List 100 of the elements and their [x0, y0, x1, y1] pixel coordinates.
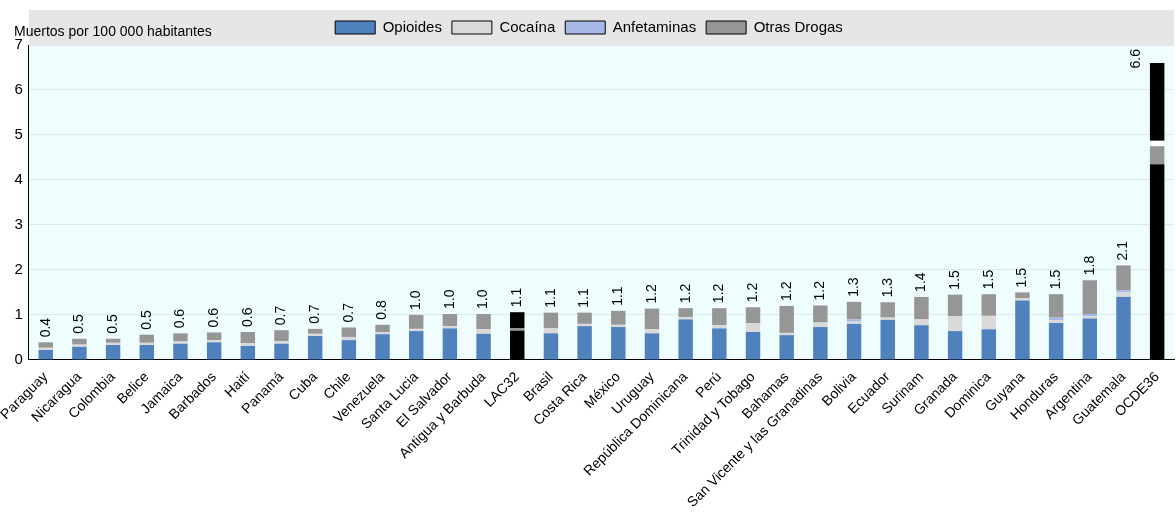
bar: [813, 327, 828, 360]
legend-label: Otras Drogas: [753, 17, 843, 35]
bar: [745, 307, 761, 323]
bar: [543, 333, 559, 360]
bar: [543, 312, 559, 329]
bar: [678, 317, 693, 320]
bar: [240, 331, 256, 344]
bar: [1015, 300, 1030, 360]
bar: [442, 314, 458, 327]
bar: [274, 343, 289, 360]
bar: [745, 322, 761, 332]
bar: [476, 314, 491, 330]
bar: [947, 294, 963, 317]
bar: [981, 329, 996, 360]
y-tick-label: 2: [14, 260, 23, 278]
bar: [1116, 292, 1131, 297]
bar: [981, 294, 996, 316]
bar: [1116, 296, 1131, 360]
total-label: 1.5: [1046, 269, 1063, 290]
total-label: 0.6: [204, 307, 221, 328]
bar: [712, 325, 727, 329]
total-label: 1.3: [878, 277, 895, 298]
total-label: 1.2: [642, 283, 659, 304]
bar: [240, 343, 256, 346]
bar: [72, 344, 87, 347]
bar: [139, 334, 154, 343]
bar: [206, 332, 222, 341]
total-label: 1.5: [979, 269, 996, 290]
bar: [476, 329, 491, 334]
bar: [341, 340, 357, 360]
bar: [105, 338, 121, 343]
bar: [981, 315, 996, 330]
total-label: 1.5: [1013, 267, 1030, 288]
bar: [1116, 290, 1131, 293]
y-tick-label: 6: [14, 80, 23, 98]
bar: [1082, 318, 1098, 360]
bar: [947, 316, 963, 332]
bar: [1149, 140, 1165, 147]
total-label: 1.8: [1080, 255, 1097, 276]
bar: [72, 346, 87, 360]
bar: [577, 323, 592, 327]
bar: [914, 319, 929, 326]
bar: [1015, 292, 1030, 299]
bar: [1048, 322, 1064, 360]
bar: [105, 345, 121, 360]
bar: [644, 308, 660, 330]
total-label: 0.5: [70, 314, 87, 334]
total-label: 1.3: [844, 277, 861, 297]
total-label: 1.0: [474, 289, 491, 309]
bar: [1116, 265, 1131, 291]
bar: [846, 301, 862, 320]
bar: [307, 328, 323, 334]
bar: [1015, 298, 1030, 301]
bar: [779, 332, 794, 336]
bar: [375, 324, 390, 332]
bar: [173, 343, 188, 360]
total-label: 1.4: [912, 272, 929, 292]
bar: [408, 314, 424, 329]
bar: [813, 322, 828, 328]
total-label: 1.1: [609, 286, 626, 306]
y-tick-label: 3: [14, 215, 23, 233]
legend-label: Anfetaminas: [612, 17, 697, 35]
bar: [745, 331, 761, 360]
bar: [341, 336, 357, 341]
total-label: 0.5: [137, 310, 154, 330]
bar: [577, 326, 592, 360]
total-label: 0.6: [238, 307, 255, 327]
bar: [206, 342, 222, 360]
bar: [38, 342, 53, 348]
total-label: 1.5: [945, 269, 962, 290]
total-label: 1.1: [575, 287, 592, 308]
total-label: 1.0: [407, 290, 424, 310]
total-label: 1.1: [508, 287, 525, 308]
bar: [375, 331, 390, 335]
bar: [240, 345, 256, 360]
total-label: 0.6: [171, 308, 188, 329]
total-label: 2.1: [1114, 240, 1131, 261]
bar: [846, 323, 862, 360]
bar: [880, 302, 895, 318]
total-label: 0.4: [36, 317, 53, 338]
bar: [678, 319, 693, 360]
bar: [476, 333, 491, 360]
bar: [173, 341, 188, 344]
bar: [644, 333, 660, 360]
bar: [38, 349, 53, 360]
total-label: 1.2: [743, 282, 760, 303]
y-tick-label: 1: [14, 305, 23, 323]
bar: [914, 296, 929, 320]
bar: [577, 312, 592, 324]
total-label: 0.5: [103, 314, 120, 334]
bar: [1082, 280, 1098, 314]
total-label: 0.8: [373, 300, 390, 320]
bar: [341, 327, 357, 337]
bar: [712, 308, 727, 326]
total-label: 1.1: [541, 287, 558, 308]
bar: [1149, 62, 1165, 141]
y-tick-label: 4: [14, 170, 23, 188]
bar: [813, 305, 828, 323]
bar: [139, 345, 154, 360]
bar: [611, 327, 626, 360]
